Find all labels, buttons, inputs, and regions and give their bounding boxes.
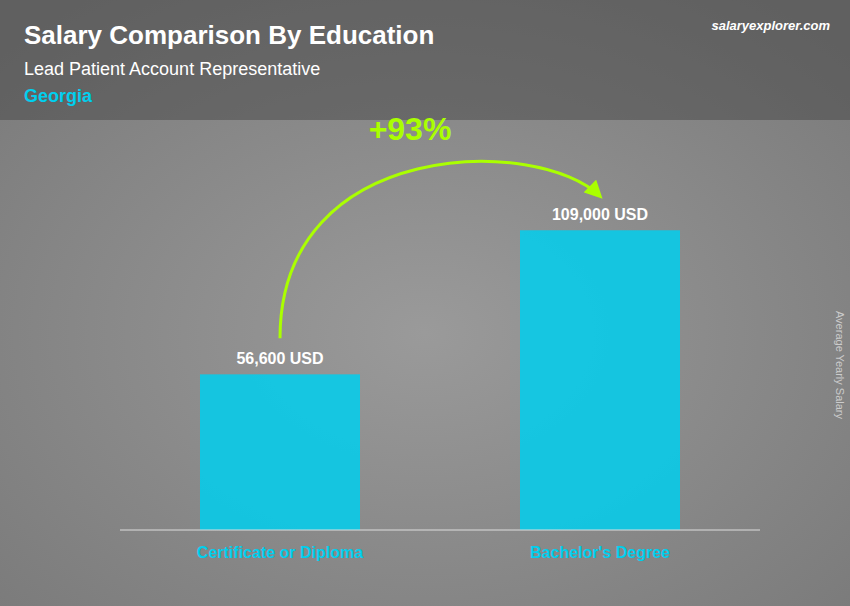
bar [520, 230, 680, 530]
title: Salary Comparison By Education [24, 20, 434, 50]
subtitle: Lead Patient Account Representative [24, 59, 320, 79]
chart-container: Salary Comparison By Education Lead Patie… [0, 0, 850, 606]
data-label: 109,000 USD [552, 206, 648, 223]
chart: Salary Comparison By Education Lead Patie… [0, 0, 850, 606]
x-axis-line [120, 530, 760, 531]
bar [200, 374, 360, 530]
category-label: Certificate or Diploma [197, 544, 363, 561]
watermark: salaryexplorer.com [711, 18, 830, 33]
bars [200, 230, 680, 530]
change-arrow [280, 161, 600, 338]
percent-change: +93% [369, 111, 452, 147]
header-band [0, 0, 850, 120]
category-label: Bachelor's Degree [530, 544, 670, 561]
location: Georgia [24, 86, 93, 106]
data-label: 56,600 USD [236, 350, 323, 367]
background [0, 0, 850, 606]
y-axis-label: Average Yearly Salary [834, 311, 846, 420]
